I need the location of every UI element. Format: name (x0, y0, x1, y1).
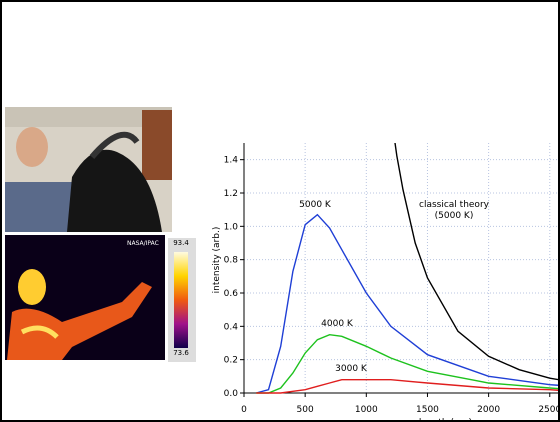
y-tick-label: 1.0 (224, 222, 239, 232)
thermal-credit: NASA/IPAC (127, 240, 159, 247)
thermal-photo: NASA/IPAC 93.4 73.6 (5, 235, 196, 362)
x-tick-label: 2500 (538, 405, 558, 415)
y-tick-label: 1.4 (224, 156, 239, 166)
annotation: 5000 K (299, 200, 332, 210)
x-tick-label: 0 (241, 405, 247, 415)
y-tick-label: 0.6 (224, 289, 239, 299)
annotation: classical theory (419, 200, 490, 210)
y-tick-label: 1.2 (224, 189, 238, 199)
x-tick-label: 1000 (355, 405, 378, 415)
annotation: (5000 K) (435, 211, 474, 221)
y-tick-label: 0.2 (224, 356, 238, 366)
x-axis-label: wavelength (nm) (395, 418, 472, 420)
thermal-scale-bar (174, 252, 188, 348)
plot: 0.0 0.2 0.4 0.6 0.8 1.0 1.2 1.4 0 500 1000 1500 2000… (212, 143, 558, 420)
y-tick-label: 0.4 (224, 322, 239, 332)
annotation: 4000 K (321, 319, 354, 329)
y-tick-label: 0.0 (224, 389, 239, 399)
series-line (256, 333, 558, 394)
series-line (256, 213, 558, 394)
annotation: 3000 K (335, 364, 368, 374)
thermal-scale-max: 93.4 (173, 239, 189, 247)
series-line (394, 143, 558, 381)
thermal-scale-min: 73.6 (173, 349, 189, 357)
photo-person-with-bag (5, 107, 172, 232)
y-axis-label: intensity (arb.) (212, 227, 222, 294)
x-tick-label: 500 (297, 405, 314, 415)
y-tick-label: 0.8 (224, 256, 239, 266)
x-tick-label: 2000 (477, 405, 500, 415)
x-tick-label: 1500 (416, 405, 439, 415)
series-line (256, 379, 558, 394)
